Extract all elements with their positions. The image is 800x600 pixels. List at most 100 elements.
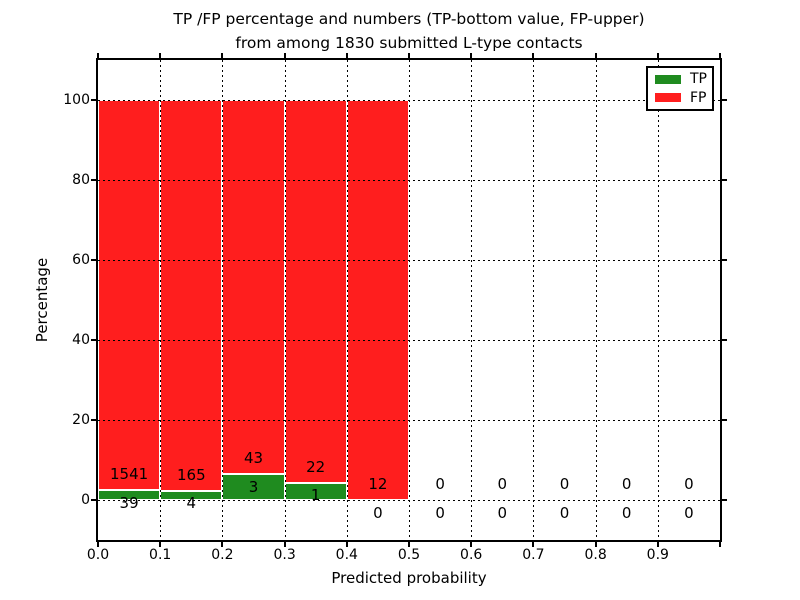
x-gridline xyxy=(471,60,473,540)
x-gridline xyxy=(409,60,410,540)
y-tick-label: 60 xyxy=(72,252,90,268)
fp-bar-segment xyxy=(222,100,285,474)
x-tick-label: 0.0 xyxy=(86,547,110,563)
x-axis-label: Predicted probability xyxy=(331,569,487,587)
tp-legend-label: TP xyxy=(690,71,707,88)
y-gridline xyxy=(98,420,720,421)
tp-count-label: 0 xyxy=(559,503,570,522)
tp-count-label: 1 xyxy=(310,486,321,505)
tp-count-label: 39 xyxy=(119,493,139,512)
x-tick-mark xyxy=(159,542,162,547)
fp-bar-segment xyxy=(284,100,347,483)
y-tick-mark-right xyxy=(722,419,727,421)
x-tick-mark-top xyxy=(159,53,162,58)
y-tick-mark xyxy=(91,259,96,261)
x-tick-mark-top xyxy=(221,53,224,58)
y-gridline xyxy=(98,180,720,181)
x-tick-label: 0.9 xyxy=(646,547,669,563)
x-gridline xyxy=(160,60,162,540)
tp-count-label: 0 xyxy=(435,503,445,522)
y-axis-label: Percentage xyxy=(33,257,51,343)
fp-legend-swatch xyxy=(655,93,681,103)
y-gridline xyxy=(98,500,720,501)
x-tick-mark xyxy=(470,542,473,547)
x-tick-mark xyxy=(283,542,286,547)
y-tick-label: 100 xyxy=(63,92,90,108)
x-tick-label: 0.4 xyxy=(335,547,358,563)
y-tick-mark-right xyxy=(722,259,727,261)
fp-count-label: 22 xyxy=(306,457,326,476)
y-tick-mark-right xyxy=(722,339,727,341)
chart-title: TP /FP percentage and numbers (TP-bottom… xyxy=(98,7,720,55)
fp-count-label: 0 xyxy=(684,475,694,493)
x-tick-mark-top xyxy=(408,53,410,58)
fp-count-label: 0 xyxy=(621,475,632,493)
y-tick-label: 80 xyxy=(72,172,90,188)
tp-count-label: 3 xyxy=(248,477,259,496)
y-tick-mark xyxy=(91,419,96,421)
x-tick-mark xyxy=(97,542,99,547)
plot-area: TP FP 1541 39 165 4 43 3 22 1 12 0 0 0 0 0 0 0 0 0 0 0 xyxy=(98,60,720,540)
y-gridline xyxy=(98,100,720,101)
x-tick-mark xyxy=(345,542,348,547)
fp-bar-segment xyxy=(98,100,161,491)
x-tick-mark xyxy=(408,542,410,547)
x-tick-mark xyxy=(221,542,224,547)
fp-count-label: 12 xyxy=(368,475,388,493)
y-gridline xyxy=(98,340,720,341)
x-gridline xyxy=(284,60,286,540)
legend: TP FP xyxy=(646,66,714,111)
y-tick-mark-right xyxy=(722,99,727,101)
x-tick-mark-top xyxy=(97,53,99,58)
x-tick-label: 0.8 xyxy=(584,547,607,563)
x-tick-mark xyxy=(532,542,535,547)
fp-count-label: 43 xyxy=(243,448,264,467)
x-gridline xyxy=(657,60,659,540)
x-tick-label: 0.3 xyxy=(273,547,296,563)
tp-count-label: 0 xyxy=(373,503,383,522)
tp-count-label: 0 xyxy=(684,503,694,522)
x-gridline xyxy=(222,60,224,540)
x-gridline xyxy=(533,60,535,540)
x-tick-mark-top xyxy=(283,53,286,58)
tp-bar-segment xyxy=(98,490,161,500)
tp-bar-segment xyxy=(222,473,285,500)
tp-count-label: 0 xyxy=(621,503,632,522)
fp-count-label: 0 xyxy=(435,475,445,493)
y-tick-mark-right xyxy=(722,499,727,501)
fp-count-label: 0 xyxy=(559,475,570,493)
y-tick-label: 40 xyxy=(72,332,90,348)
x-tick-mark-top xyxy=(656,53,659,58)
x-tick-mark-top xyxy=(719,53,721,58)
y-tick-label: 0 xyxy=(81,492,90,508)
fp-count-label: 0 xyxy=(497,475,508,493)
legend-item-fp: FP xyxy=(655,91,712,105)
x-tick-mark-top xyxy=(345,53,348,58)
tp-count-label: 4 xyxy=(186,494,197,513)
x-tick-mark-top xyxy=(532,53,535,58)
x-tick-mark xyxy=(719,542,721,547)
x-tick-label: 0.6 xyxy=(460,547,483,563)
chart-title-line2: from among 1830 submitted L-type contact… xyxy=(235,34,583,52)
y-gridline xyxy=(98,260,720,261)
y-tick-mark xyxy=(91,499,96,501)
x-tick-label: 0.2 xyxy=(211,547,234,563)
tp-count-label: 0 xyxy=(497,503,508,522)
x-tick-label: 0.7 xyxy=(522,547,545,563)
x-tick-mark xyxy=(656,542,659,547)
y-tick-label: 20 xyxy=(72,412,90,428)
fp-bar-segment xyxy=(346,100,409,500)
x-tick-mark-top xyxy=(594,53,597,58)
y-tick-mark xyxy=(91,99,96,101)
chart-title-line1: TP /FP percentage and numbers (TP-bottom… xyxy=(173,10,645,28)
legend-item-tp: TP xyxy=(655,72,712,86)
x-gridline xyxy=(346,60,348,540)
y-tick-mark-right xyxy=(722,179,727,181)
y-tick-mark xyxy=(91,339,96,341)
x-tick-label: 0.1 xyxy=(149,547,172,563)
y-tick-mark xyxy=(91,179,96,181)
x-tick-label: 0.5 xyxy=(397,547,421,563)
fp-count-label: 1541 xyxy=(110,465,149,484)
x-tick-mark-top xyxy=(470,53,473,58)
